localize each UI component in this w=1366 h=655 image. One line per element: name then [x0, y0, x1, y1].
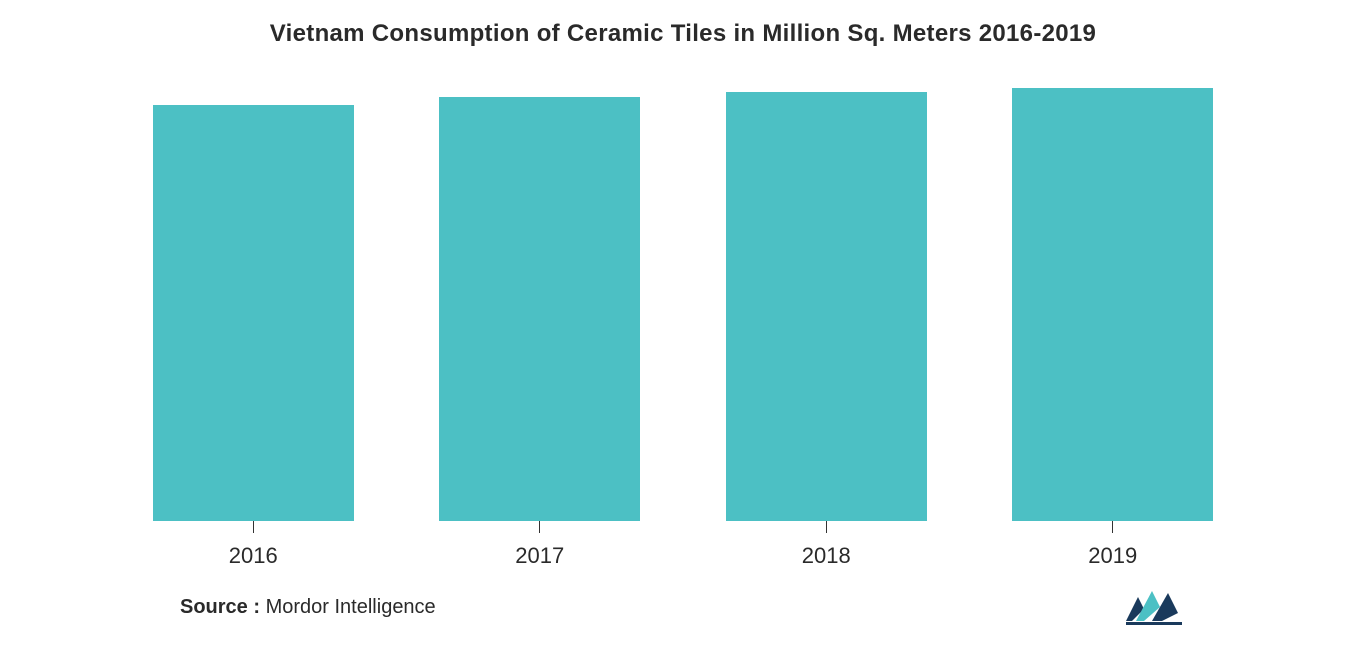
mordor-logo-icon: [1124, 589, 1186, 625]
chart-container: Vietnam Consumption of Ceramic Tiles in …: [0, 0, 1366, 655]
tick-mark: [253, 521, 254, 533]
source-line: Source : Mordor Intelligence: [180, 596, 436, 619]
plot-area: 2016 2017 2018 2019: [60, 88, 1306, 569]
bar-group-2016: 2016: [110, 88, 397, 569]
tick-mark: [1112, 521, 1113, 533]
tick-mark: [539, 521, 540, 533]
source-label: Source :: [180, 596, 260, 618]
x-axis-label: 2016: [229, 543, 278, 569]
x-axis-label: 2017: [515, 543, 564, 569]
bar-group-2019: 2019: [970, 88, 1257, 569]
bar-2019: [1012, 88, 1213, 521]
bar-2016: [153, 105, 354, 521]
source-text: Mordor Intelligence: [266, 596, 436, 618]
tick-mark: [826, 521, 827, 533]
bar-group-2017: 2017: [397, 88, 684, 569]
x-axis-label: 2018: [802, 543, 851, 569]
x-axis-label: 2019: [1088, 543, 1137, 569]
bar-group-2018: 2018: [683, 88, 970, 569]
chart-footer: Source : Mordor Intelligence: [60, 569, 1306, 625]
chart-title: Vietnam Consumption of Ceramic Tiles in …: [60, 20, 1306, 48]
bar-2017: [439, 97, 640, 521]
bar-2018: [726, 92, 927, 521]
